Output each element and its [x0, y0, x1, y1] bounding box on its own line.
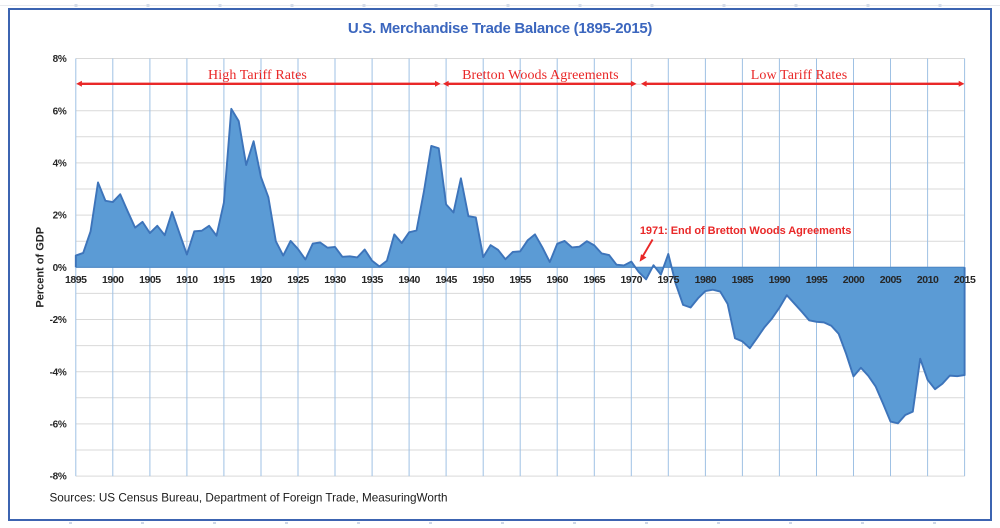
svg-text:1945: 1945	[435, 274, 457, 286]
svg-text:1915: 1915	[213, 274, 235, 286]
svg-text:2010: 2010	[917, 274, 939, 286]
svg-text:1955: 1955	[509, 274, 531, 286]
svg-text:6%: 6%	[53, 106, 67, 117]
svg-text:1950: 1950	[472, 274, 494, 286]
svg-text:1975: 1975	[658, 274, 680, 286]
svg-text:8%: 8%	[53, 54, 67, 65]
svg-text:Percent of GDP: Percent of GDP	[35, 227, 47, 308]
svg-text:1990: 1990	[769, 274, 791, 286]
svg-text:1930: 1930	[324, 274, 346, 286]
svg-text:2%: 2%	[53, 211, 67, 222]
svg-text:1925: 1925	[287, 274, 309, 286]
svg-text:1900: 1900	[102, 274, 124, 286]
svg-text:1940: 1940	[398, 274, 420, 286]
svg-text:2000: 2000	[843, 274, 865, 286]
svg-text:Bretton Woods Agreements: Bretton Woods Agreements	[462, 68, 619, 83]
svg-text:U.S. Merchandise Trade Balance: U.S. Merchandise Trade Balance (1895-201…	[348, 20, 653, 37]
svg-text:High Tariff Rates: High Tariff Rates	[208, 68, 307, 83]
svg-text:-4%: -4%	[50, 367, 67, 378]
svg-text:1980: 1980	[695, 274, 717, 286]
svg-text:1895: 1895	[65, 274, 87, 286]
svg-text:1971: End of Bretton Woods Agr: 1971: End of Bretton Woods Agreements	[640, 225, 851, 237]
svg-text:4%: 4%	[53, 159, 67, 170]
svg-text:1910: 1910	[176, 274, 198, 286]
svg-text:1995: 1995	[806, 274, 828, 286]
svg-text:-8%: -8%	[50, 472, 67, 483]
svg-text:1960: 1960	[546, 274, 568, 286]
svg-text:-2%: -2%	[50, 315, 67, 326]
svg-text:-6%: -6%	[50, 420, 67, 431]
svg-text:Low Tariff Rates: Low Tariff Rates	[751, 68, 848, 83]
svg-text:1970: 1970	[621, 274, 643, 286]
svg-text:Sources: US Census Bureau, Dep: Sources: US Census Bureau, Department of…	[50, 492, 448, 505]
svg-text:0%: 0%	[53, 263, 67, 274]
svg-text:1920: 1920	[250, 274, 272, 286]
svg-text:2015: 2015	[954, 274, 976, 286]
svg-text:2005: 2005	[880, 274, 902, 286]
svg-text:1935: 1935	[361, 274, 383, 286]
svg-text:1965: 1965	[584, 274, 606, 286]
svg-text:1905: 1905	[139, 274, 161, 286]
svg-text:1985: 1985	[732, 274, 754, 286]
